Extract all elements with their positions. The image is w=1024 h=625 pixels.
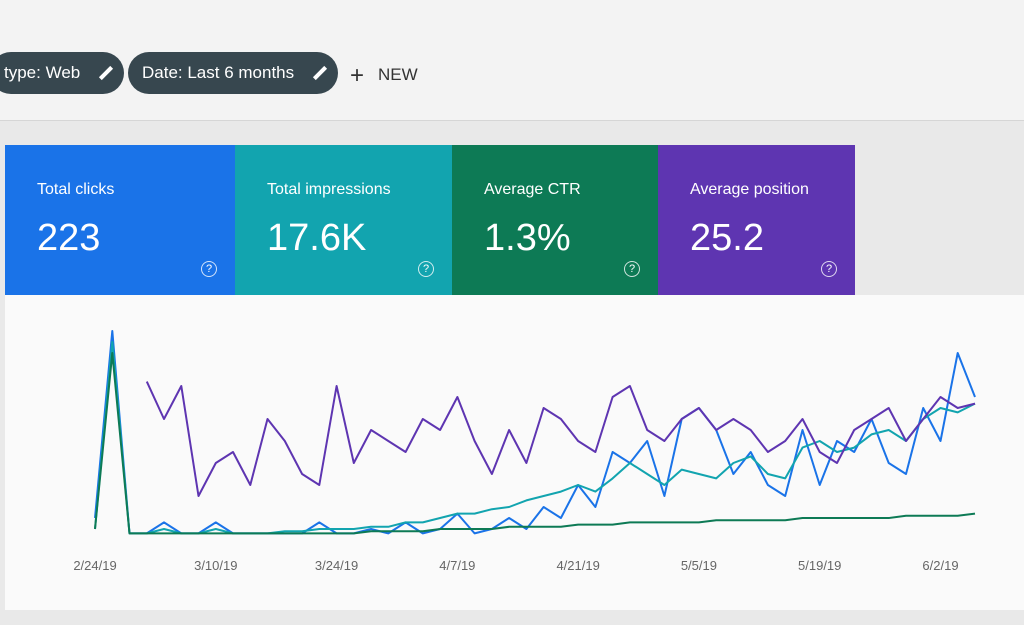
help-icon[interactable]: ?	[201, 261, 217, 277]
metric-card[interactable]: Total impressions 17.6K?	[235, 145, 452, 295]
metric-card[interactable]: Average position 25.2?	[658, 145, 855, 295]
x-tick-label: 5/19/19	[798, 558, 841, 573]
series-line	[145, 381, 976, 497]
filter-chip[interactable]: Date: Last 6 months	[128, 52, 339, 94]
x-tick-label: 4/21/19	[556, 558, 599, 573]
plus-icon: +	[350, 62, 365, 89]
new-label: NEW	[378, 65, 418, 84]
new-button[interactable]: + NEW	[350, 62, 418, 90]
metric-value: 1.3%	[484, 217, 571, 259]
x-tick-label: 5/5/19	[681, 558, 717, 573]
x-tick-label: 6/2/19	[922, 558, 958, 573]
help-icon[interactable]: ?	[821, 261, 837, 277]
metric-label: Average position	[690, 181, 809, 198]
metric-value: 17.6K	[267, 217, 367, 259]
metric-card[interactable]: Average CTR 1.3%?	[452, 145, 658, 295]
metric-card[interactable]: Total clicks 223?	[5, 145, 235, 295]
help-icon[interactable]: ?	[624, 261, 640, 277]
x-tick-label: 3/10/19	[194, 558, 237, 573]
metric-label: Average CTR	[484, 181, 581, 198]
filter-chip[interactable]: type: Web	[0, 52, 125, 94]
x-tick-label: 2/24/19	[73, 558, 116, 573]
metric-cards: Total clicks 223? Total impressions 17.6K? A…	[5, 145, 855, 295]
metric-label: Total clicks	[37, 181, 115, 198]
metric-value: 223	[37, 217, 101, 259]
metric-value: 25.2	[690, 217, 764, 259]
x-tick-label: 3/24/19	[315, 558, 358, 573]
x-tick-label: 4/7/19	[439, 558, 475, 573]
metric-label: Total impressions	[267, 181, 391, 198]
series-line	[94, 352, 976, 535]
toolbar: type: Web Date: Last 6 months + NEW	[0, 0, 1024, 121]
help-icon[interactable]: ?	[418, 261, 434, 277]
